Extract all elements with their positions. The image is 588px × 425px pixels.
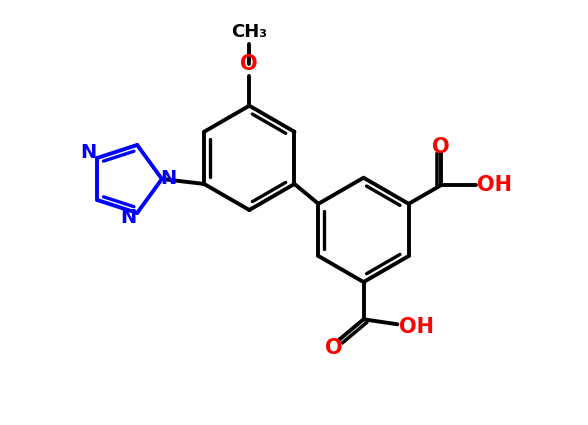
Text: N: N: [81, 144, 97, 162]
Text: OH: OH: [477, 175, 512, 195]
Text: OH: OH: [399, 317, 434, 337]
Text: N: N: [161, 170, 176, 188]
Text: O: O: [240, 54, 258, 74]
Text: N: N: [121, 208, 137, 227]
Text: O: O: [432, 137, 450, 157]
Text: CH₃: CH₃: [231, 23, 268, 41]
Text: O: O: [325, 337, 343, 357]
